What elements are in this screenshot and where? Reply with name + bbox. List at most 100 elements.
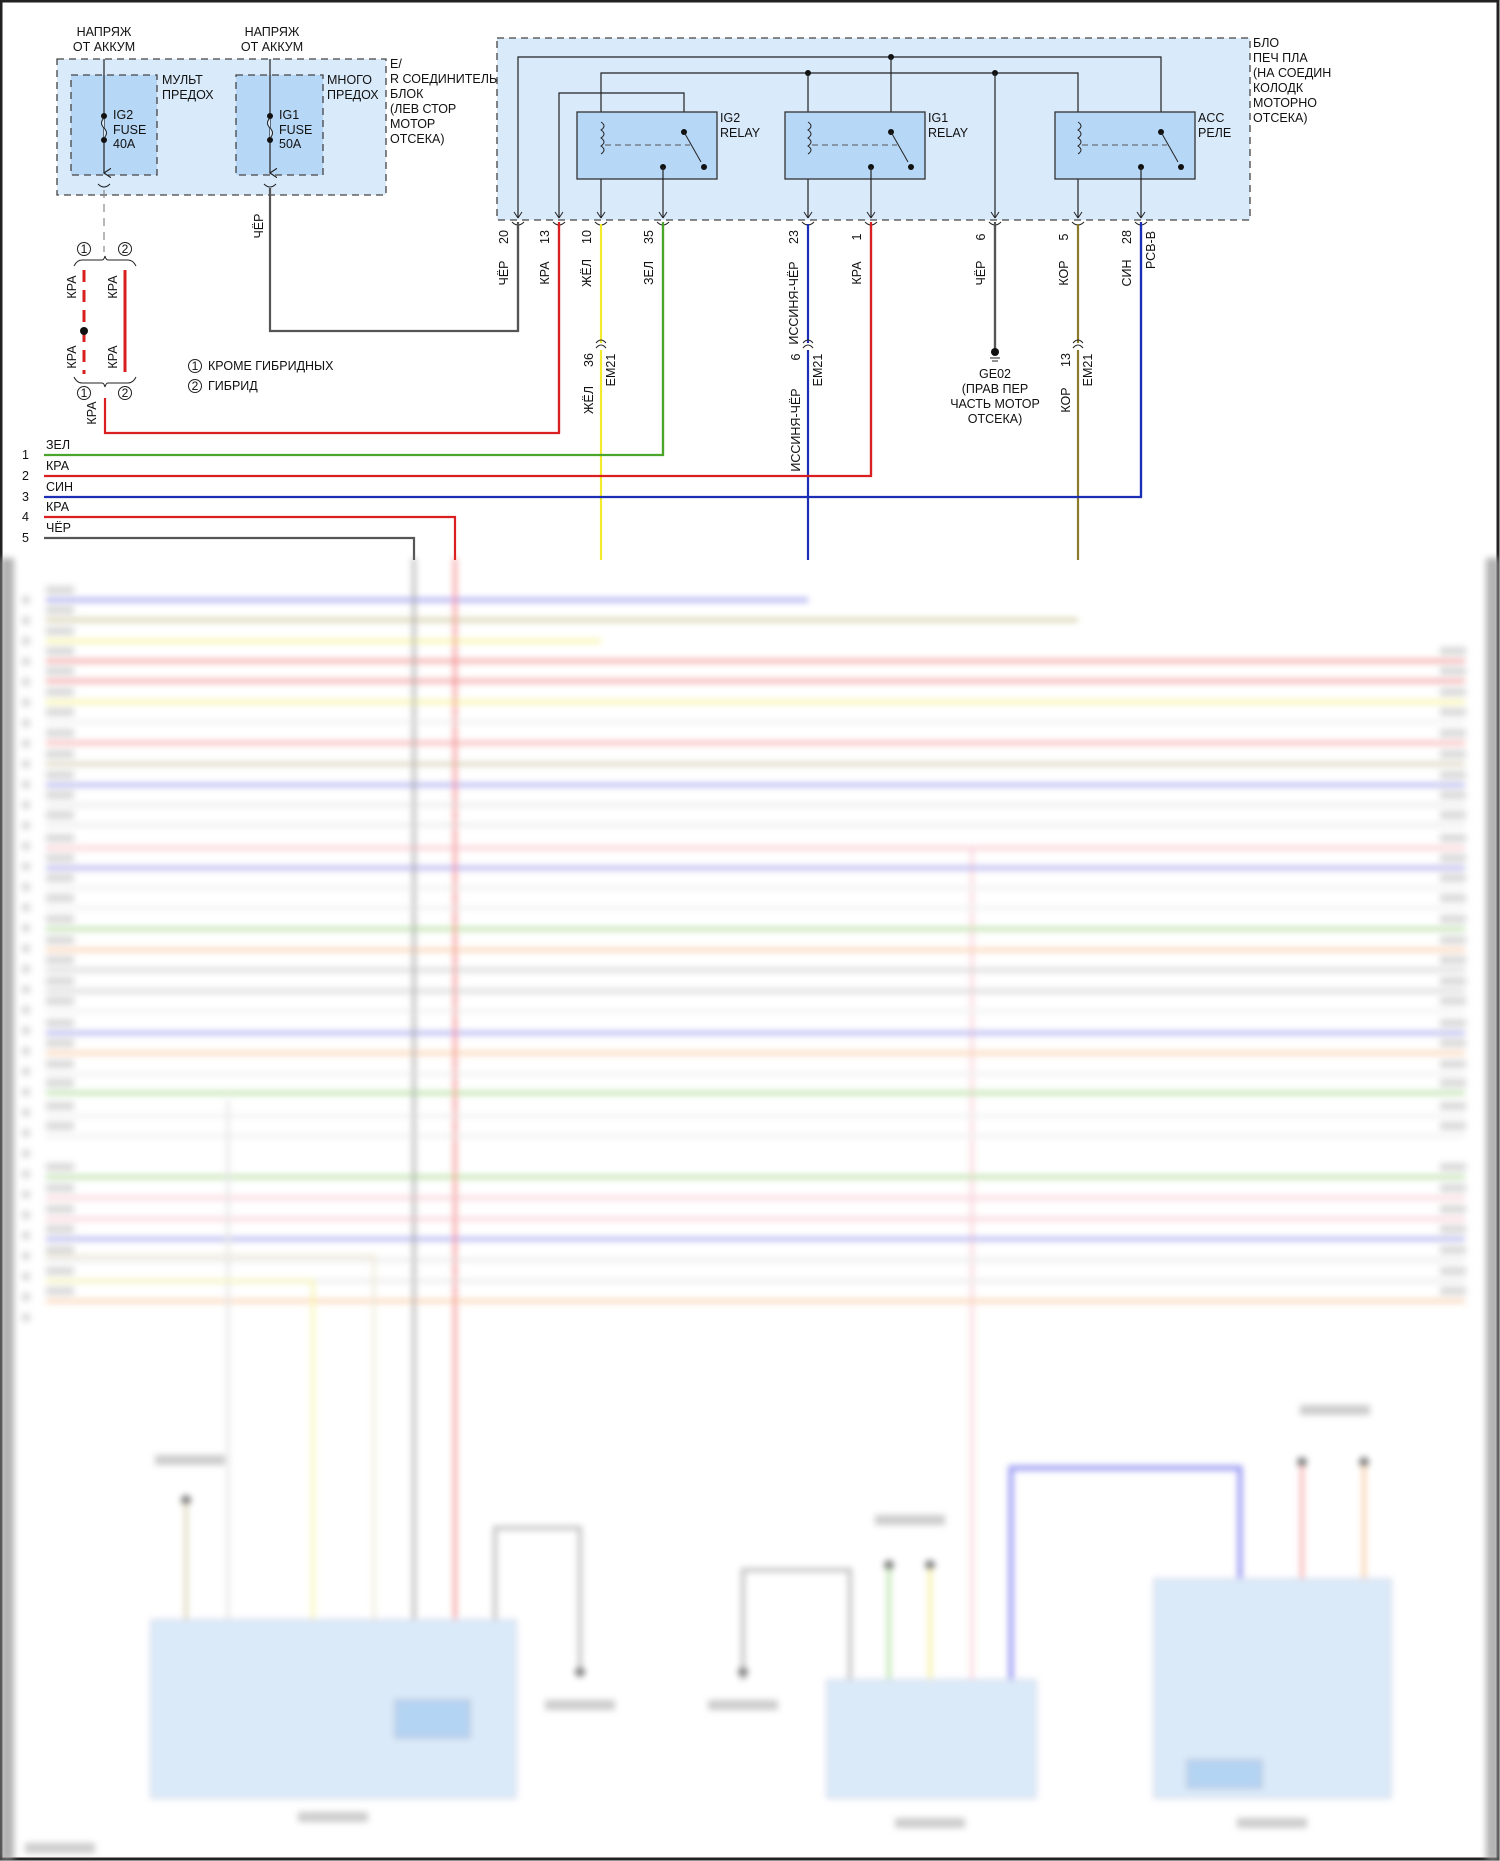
harness-row: 4 КРА (22, 500, 457, 560)
em21-connectors: 36 EM21 ЖЁЛ 6 EM21 ИССИНЯ-ЧЁР 13 EM21 КО… (582, 339, 1095, 472)
legend-marker: 1 (192, 359, 199, 373)
pin-number: 23 (787, 230, 801, 244)
pin-number: 5 (1057, 233, 1071, 240)
connector-id: EM21 (1081, 354, 1095, 387)
fuse-label: FUSE (279, 123, 312, 137)
wire (44, 222, 873, 478)
wire-color-label: ИССИНЯ-ЧЁР (789, 388, 803, 471)
wire-color-label: КРА (106, 345, 120, 369)
wire-color-label: ЗЕЛ (46, 438, 70, 452)
wire-color-label: КРА (850, 261, 864, 285)
wire-color-label: ЖЁЛ (580, 259, 594, 287)
row-number: 4 (22, 510, 29, 524)
relay-name: RELAY (928, 126, 969, 140)
supply-label: НАПРЯЖ (245, 25, 300, 39)
connector-id: EM21 (811, 354, 825, 387)
switch-icon (683, 131, 702, 163)
block-title: ПЕЧ ПЛА (1253, 51, 1308, 65)
ground-desc: ЧАСТЬ МОТОР (950, 397, 1040, 411)
connector-pin: 10 ЖЁЛ (580, 211, 608, 343)
connector-pin: 6 ЧЁР (974, 211, 1002, 350)
arrow-icon (1136, 211, 1146, 219)
arrow-icon (1073, 211, 1083, 219)
fuse-box-label: ПРЕДОХ (327, 88, 379, 102)
pin-number: 35 (642, 230, 656, 244)
arrow-icon (658, 211, 668, 219)
ground-ge02: GE02 (ПРАВ ПЕР ЧАСТЬ МОТОР ОТСЕКА) (950, 222, 1040, 426)
wire (44, 515, 457, 560)
variant-marker: 2 (122, 386, 129, 400)
supply-label: ОТ АККУМ (73, 40, 135, 54)
wire-color-label: СИН (46, 480, 73, 494)
supply-label: НАПРЯЖ (77, 25, 132, 39)
wire (44, 536, 416, 560)
block-title: МОТОР (390, 117, 435, 131)
block-title: БЛОК (390, 87, 424, 101)
wire-color-label: ЧЁР (46, 521, 71, 535)
wire (44, 222, 665, 457)
fuse-box-label: МНОГО (327, 73, 372, 87)
connector-pin: 35 ЗЕЛ (642, 211, 670, 455)
variant-marker: 1 (81, 242, 88, 256)
connector-pin: 28 СИН РСВ-В (1120, 211, 1158, 497)
relay-block: БЛО ПЕЧ ПЛА (НА СОЕДИН КОЛОДК МОТОРНО ОТ… (496, 36, 1331, 560)
fuse-rating: 40A (113, 137, 136, 151)
block-title: (НА СОЕДИН (1253, 66, 1331, 80)
connector-pin: 20 ЧЁР (497, 211, 525, 331)
wire-color-label: КРА (46, 459, 70, 473)
legend-marker: 2 (192, 379, 199, 393)
block-title: ОТСЕКА) (390, 132, 445, 146)
pin-number: 1 (850, 233, 864, 240)
fuse-box-label: ПРЕДОХ (162, 88, 214, 102)
blurred-lower-diagram (0, 558, 1500, 1861)
row-number: 5 (22, 531, 29, 545)
wire-color-label: КРА (65, 275, 79, 299)
row-number: 1 (22, 448, 29, 462)
wire-color-label: ЧЁР (974, 260, 988, 285)
harness-row: 5 ЧЁР (22, 521, 416, 560)
wire-color-label: СИН (1120, 259, 1134, 286)
connector-pin: 13 КРА (538, 211, 566, 433)
wire-color-label: КРА (85, 401, 99, 425)
relay-name: РЕЛЕ (1198, 126, 1231, 140)
legend-text: ГИБРИД (208, 379, 258, 393)
pin-number: 13 (538, 230, 552, 244)
switch-icon (1160, 131, 1179, 163)
pin-number: 13 (1059, 353, 1073, 367)
wire-color-label: ЖЁЛ (582, 386, 596, 414)
harness-row: 2 КРА (22, 222, 873, 483)
harness-row: 3 СИН (22, 222, 1143, 504)
block-title: ОТСЕКА) (1253, 111, 1308, 125)
wire-red (103, 222, 561, 435)
block-title: E/ (390, 57, 402, 71)
connector-pin: 5 КОР (1057, 211, 1085, 343)
harness-row: 1 ЗЕЛ (22, 222, 665, 462)
legend-text: КРОМЕ ГИБРИДНЫХ (208, 359, 334, 373)
ground-desc: ОТСЕКА) (968, 412, 1023, 426)
er-junction-block: НАПРЯЖ ОТ АККУМ НАПРЯЖ ОТ АККУМ IG2 FUSE… (56, 25, 497, 196)
switch-icon (890, 131, 909, 163)
connector-pin: 23 ИССИНЯ-ЧЁР (787, 211, 815, 345)
wire-color-label: КОР (1057, 260, 1071, 285)
arrow-icon (990, 211, 1000, 219)
fuse-rating: 50A (279, 137, 302, 151)
ground-desc: (ПРАВ ПЕР (962, 382, 1028, 396)
wire-color-label: ЧЁР (252, 213, 266, 238)
relay-name: ACC (1198, 111, 1224, 125)
block-title: R СОЕДИНИТЕЛЬ (390, 72, 497, 86)
ground-id: GE02 (979, 367, 1011, 381)
wire-color-label: ЧЁР (497, 260, 511, 285)
block-title: КОЛОДК (1253, 81, 1304, 95)
wire-color-label: КРА (46, 500, 70, 514)
variant-marker: 2 (122, 242, 129, 256)
pin-number: 36 (582, 353, 596, 367)
relay-name: RELAY (720, 126, 761, 140)
block-title: МОТОРНО (1253, 96, 1317, 110)
pin-number: 6 (974, 233, 988, 240)
arrow-icon (513, 211, 523, 219)
fuse-box-ig1 (235, 74, 324, 176)
